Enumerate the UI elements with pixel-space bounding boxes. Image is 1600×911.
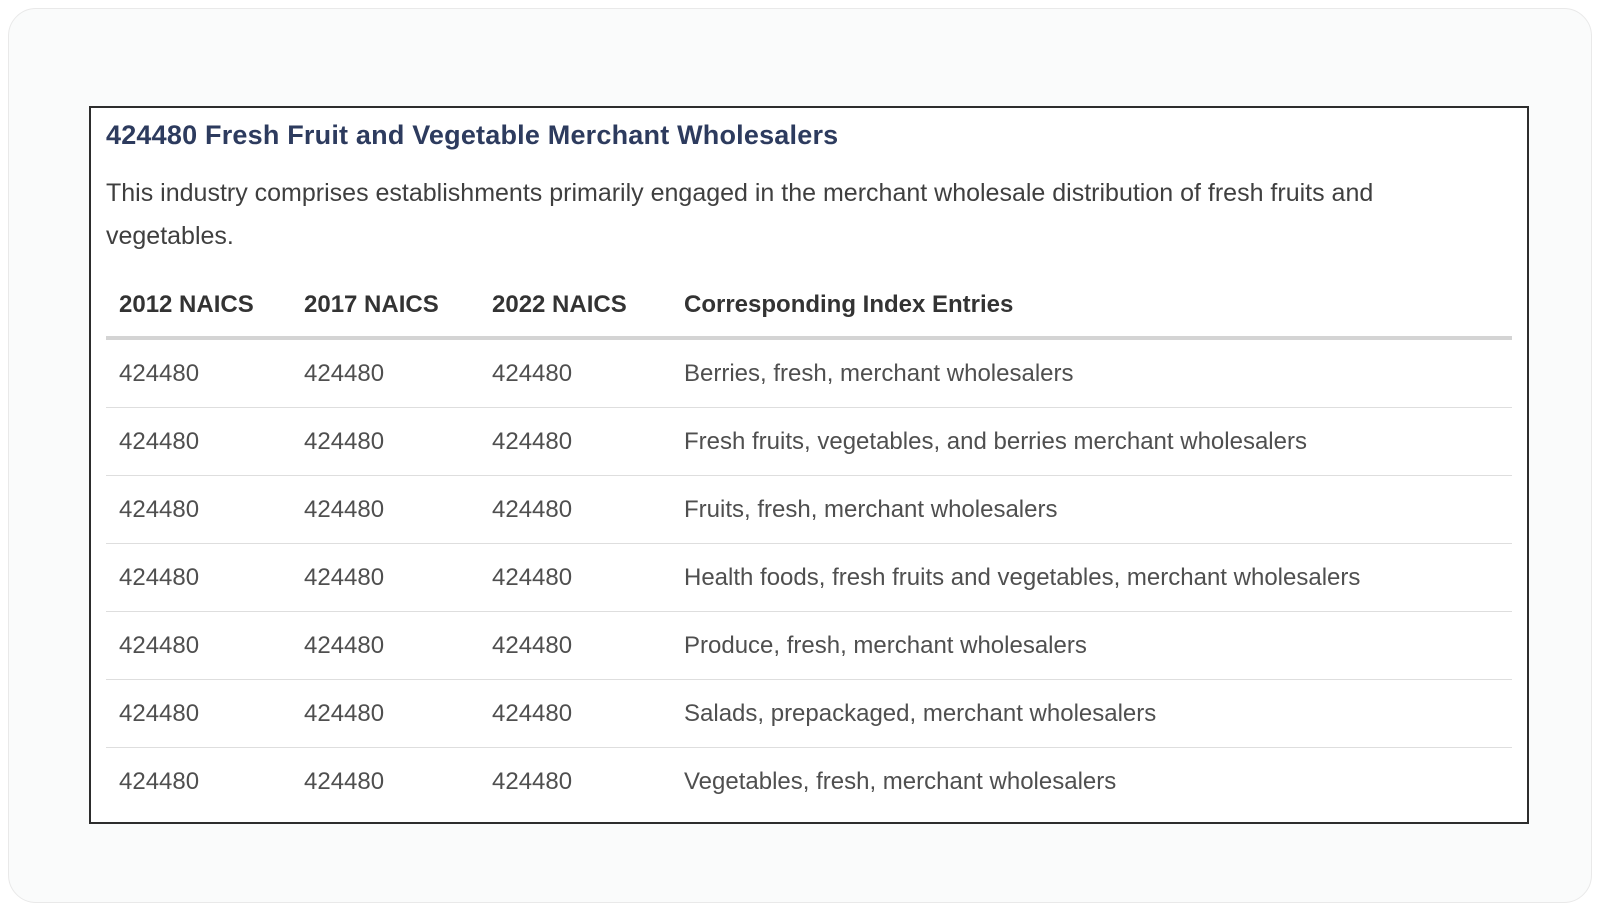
page-title: 424480 Fresh Fruit and Vegetable Merchan… (106, 120, 839, 150)
table-row: 424480 424480 424480 Berries, fresh, mer… (106, 338, 1512, 408)
index-entry-cell: Salads, prepackaged, merchant wholesaler… (671, 679, 1512, 748)
page-card: 424480 Fresh Fruit and Vegetable Merchan… (8, 8, 1592, 903)
index-entry-cell: Fruits, fresh, merchant wholesalers (671, 475, 1512, 544)
naics-2022-cell: 424480 (479, 679, 671, 748)
naics-2017-cell: 424480 (291, 475, 479, 544)
table-row: 424480 424480 424480 Fruits, fresh, merc… (106, 475, 1512, 544)
naics-2012-cell: 424480 (106, 407, 291, 476)
column-header-index-entries: Corresponding Index Entries (671, 274, 1512, 340)
index-entry-cell: Berries, fresh, merchant wholesalers (671, 338, 1512, 408)
column-header-2012-naics: 2012 NAICS (106, 274, 291, 340)
table-row: 424480 424480 424480 Produce, fresh, mer… (106, 611, 1512, 680)
naics-2022-cell: 424480 (479, 475, 671, 544)
naics-2017-cell: 424480 (291, 543, 479, 612)
column-header-2017-naics: 2017 NAICS (291, 274, 479, 340)
naics-2017-cell: 424480 (291, 338, 479, 408)
table-row: 424480 424480 424480 Fresh fruits, veget… (106, 407, 1512, 476)
naics-2017-cell: 424480 (291, 679, 479, 748)
table-row: 424480 424480 424480 Vegetables, fresh, … (106, 748, 1512, 816)
index-entry-cell: Fresh fruits, vegetables, and berries me… (671, 407, 1512, 476)
naics-crosswalk-table: 2012 NAICS 2017 NAICS 2022 NAICS Corresp… (106, 274, 1512, 815)
index-entry-cell: Produce, fresh, merchant wholesalers (671, 611, 1512, 680)
naics-2017-cell: 424480 (291, 407, 479, 476)
naics-2012-cell: 424480 (106, 475, 291, 544)
naics-2022-cell: 424480 (479, 543, 671, 612)
naics-2012-cell: 424480 (119, 768, 200, 795)
naics-2022-cell: 424480 (479, 611, 671, 680)
table-header-row: 2012 NAICS 2017 NAICS 2022 NAICS Corresp… (106, 274, 1512, 340)
table-row: 424480 424480 424480 Health foods, fresh… (106, 543, 1512, 612)
naics-2022-cell: 424480 (479, 338, 671, 408)
naics-2022-cell: 424480 (479, 407, 671, 476)
naics-2012-cell: 424480 (106, 543, 291, 612)
naics-2017-cell: 424480 (304, 768, 385, 795)
naics-2017-cell: 424480 (291, 611, 479, 680)
naics-industry-panel: 424480 Fresh Fruit and Vegetable Merchan… (89, 106, 1529, 824)
industry-description: This industry comprises establishments p… (106, 179, 1374, 250)
index-entry-cell: Vegetables, fresh, merchant wholesalers (684, 768, 1117, 795)
naics-2012-cell: 424480 (106, 679, 291, 748)
naics-2012-cell: 424480 (106, 338, 291, 408)
index-entry-cell: Health foods, fresh fruits and vegetable… (671, 543, 1512, 612)
naics-2012-cell: 424480 (106, 611, 291, 680)
column-header-2022-naics: 2022 NAICS (479, 274, 671, 340)
naics-2022-cell: 424480 (492, 768, 573, 795)
table-row: 424480 424480 424480 Salads, prepackaged… (106, 679, 1512, 748)
